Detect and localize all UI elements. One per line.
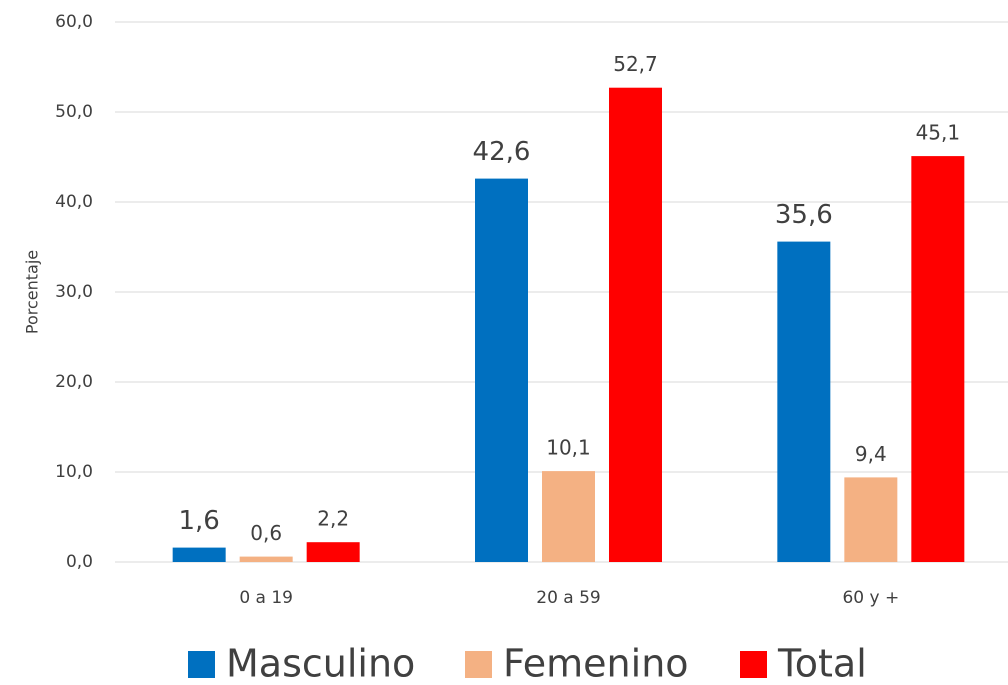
data-label: 45,1 xyxy=(916,121,961,145)
bar xyxy=(542,471,595,562)
data-label: 35,6 xyxy=(775,200,833,230)
x-tick-label: 60 y + xyxy=(842,588,899,608)
y-tick-label: 20,0 xyxy=(55,372,93,392)
bar xyxy=(306,542,360,562)
data-label: 9,4 xyxy=(855,442,887,466)
bar xyxy=(911,156,965,562)
bar xyxy=(172,547,226,562)
legend-swatch xyxy=(465,651,492,678)
y-tick-label: 60,0 xyxy=(55,12,93,32)
y-tick-label: 30,0 xyxy=(55,282,93,302)
bar xyxy=(844,477,898,562)
data-label: 42,6 xyxy=(473,137,531,167)
y-tick-label: 40,0 xyxy=(55,192,93,212)
data-label: 10,1 xyxy=(546,436,591,460)
data-label: 52,7 xyxy=(613,52,658,76)
x-tick-label: 0 a 19 xyxy=(239,588,293,608)
y-tick-label: 50,0 xyxy=(55,102,93,122)
y-tick-label: 10,0 xyxy=(55,462,93,482)
legend-label: Masculino xyxy=(226,642,415,685)
legend-label: Total xyxy=(777,642,867,685)
data-label: 2,2 xyxy=(317,507,349,531)
legend-swatch xyxy=(188,651,215,678)
x-tick-label: 20 a 59 xyxy=(536,588,601,608)
data-label: 0,6 xyxy=(250,521,282,545)
bar xyxy=(609,87,662,562)
bar xyxy=(475,178,528,562)
legend-label: Femenino xyxy=(503,642,689,685)
bar xyxy=(777,241,831,562)
bar xyxy=(239,556,293,562)
data-label: 1,6 xyxy=(178,506,219,536)
y-tick-label: 0,0 xyxy=(66,552,93,572)
legend-swatch xyxy=(740,651,767,678)
y-axis-label: Porcentaje xyxy=(23,250,42,334)
